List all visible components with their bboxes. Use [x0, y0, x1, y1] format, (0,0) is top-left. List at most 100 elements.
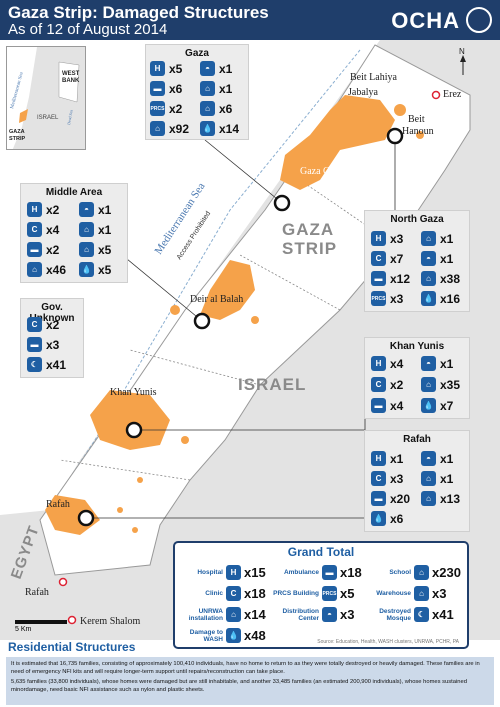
ocha-logo: OCHA: [391, 8, 460, 33]
grand-total-item: PRCS Building PRCS x5: [273, 586, 355, 601]
unrwa-icon: ⌂: [421, 491, 436, 506]
box-item: ⌂ x38: [421, 271, 460, 286]
un-emblem-icon: [466, 7, 492, 33]
damage-dot: [181, 436, 189, 444]
gov-boundary: [299, 179, 396, 246]
jabalya-label: Jabalya: [348, 87, 379, 98]
marker-north-gaza[interactable]: [386, 127, 404, 145]
marker-middle-area[interactable]: [193, 312, 211, 330]
box-item: ▬ x2: [27, 242, 59, 257]
ambulance-icon: ▬: [27, 242, 42, 257]
mosque-icon: ☾: [27, 357, 42, 372]
box-item: ◓ x1: [421, 356, 453, 371]
residential-text: It is estimated that 16,735 families, co…: [6, 657, 494, 705]
israel-label: ISRAEL: [238, 375, 306, 394]
box-item: ⌂ x5: [79, 242, 111, 257]
beit-hanoun-label-1: Beit: [408, 114, 425, 125]
grand-total-item: Warehouse ⌂ x3: [376, 586, 447, 601]
box-title: Gov. Unknown: [29, 302, 75, 324]
ambulance-icon: ▬: [371, 398, 386, 413]
prcs-building-icon: PRCS: [371, 291, 386, 306]
grand-total-item: Damage to WASH 💧 x48: [189, 628, 266, 643]
damage-cluster-north: [280, 95, 395, 190]
box-title: Gaza: [185, 48, 209, 59]
box-item: ⌂ x6: [200, 101, 232, 116]
box-item: ◓ x1: [79, 202, 111, 217]
kerem-crossing-icon: [67, 615, 77, 625]
wash-icon: 💧: [226, 628, 241, 643]
school-icon: ⌂: [421, 377, 436, 392]
box-item: ☾ x41: [27, 357, 66, 372]
box-item: ⌂ x92: [150, 121, 189, 136]
gaza-strip-label-2: STRIP: [282, 239, 337, 258]
residential-paragraph-1: It is estimated that 16,735 families, co…: [11, 661, 480, 675]
box-item: 💧 x7: [421, 398, 453, 413]
deir-al-balah-label: Deir al Balah: [190, 294, 243, 305]
grand-total-item: UNRWA installation ⌂ x14: [188, 607, 266, 622]
unrwa-icon: ⌂: [226, 607, 241, 622]
box-item: ⌂ x46: [27, 262, 66, 277]
box-title: North Gaza: [390, 214, 444, 225]
inset-dead-sea-label: Dead Sea: [66, 109, 74, 125]
ambulance-icon: ▬: [150, 81, 165, 96]
scale-label: 5 Km: [15, 626, 32, 633]
school-icon: ⌂: [414, 565, 429, 580]
scale-bar-line: [15, 620, 67, 624]
damage-cluster-khan-yunis: [90, 390, 170, 450]
box-item: 💧 x5: [79, 262, 111, 277]
marker-gaza[interactable]: [273, 194, 291, 212]
clinic-icon: C: [27, 317, 42, 332]
inset-gaza: [19, 109, 28, 123]
box-item: ⌂ x1: [421, 231, 453, 246]
marker-rafah[interactable]: [77, 509, 95, 527]
warehouse-icon: ⌂: [79, 222, 94, 237]
wash-icon: 💧: [79, 262, 94, 277]
rafah-crossing-label: Rafah: [25, 587, 49, 598]
gov-markers: [77, 127, 404, 527]
prcs-building-icon: PRCS: [150, 101, 165, 116]
ambulance-icon: ▬: [27, 337, 42, 352]
rafah-crossing-icon: [58, 577, 68, 587]
hospital-icon: H: [371, 231, 386, 246]
damage-dot: [251, 316, 259, 324]
map-header: Gaza Strip: Damaged Structures As of 12 …: [0, 0, 500, 40]
box-item: 💧 x14: [200, 121, 239, 136]
damage-dot: [394, 104, 406, 116]
gov-boundary: [239, 254, 341, 311]
hospital-icon: H: [226, 565, 241, 580]
gov-boundary: [59, 459, 191, 481]
school-icon: ⌂: [421, 271, 436, 286]
khan-yunis-label: Khan Yunis: [110, 387, 157, 398]
box-item: ▬ x12: [371, 271, 410, 286]
residential-title: Residential Structures: [8, 640, 136, 654]
marker-khan-yunis[interactable]: [125, 421, 143, 439]
distribution-center-icon: ◓: [200, 61, 215, 76]
source-note: Source: Education, Health, WASH clusters…: [317, 639, 459, 645]
erez-crossing-icon: [431, 90, 441, 100]
box-item: ▬ x3: [27, 337, 59, 352]
damage-dot: [170, 305, 180, 315]
ambulance-icon: ▬: [322, 565, 337, 580]
inset-gaza-label-1: GAZA: [9, 129, 25, 135]
unrwa-icon: ⌂: [79, 242, 94, 257]
mosque-icon: ☾: [414, 607, 429, 622]
grand-total-item: Destroyed Mosque ☾ x41: [379, 607, 454, 622]
ambulance-icon: ▬: [371, 491, 386, 506]
clinic-icon: C: [371, 471, 386, 486]
inset-map: Mediterranean Sea WEST BANK ISRAEL GAZA …: [6, 46, 86, 150]
box-title: Khan Yunis: [389, 341, 445, 352]
box-item: ▬ x20: [371, 491, 410, 506]
